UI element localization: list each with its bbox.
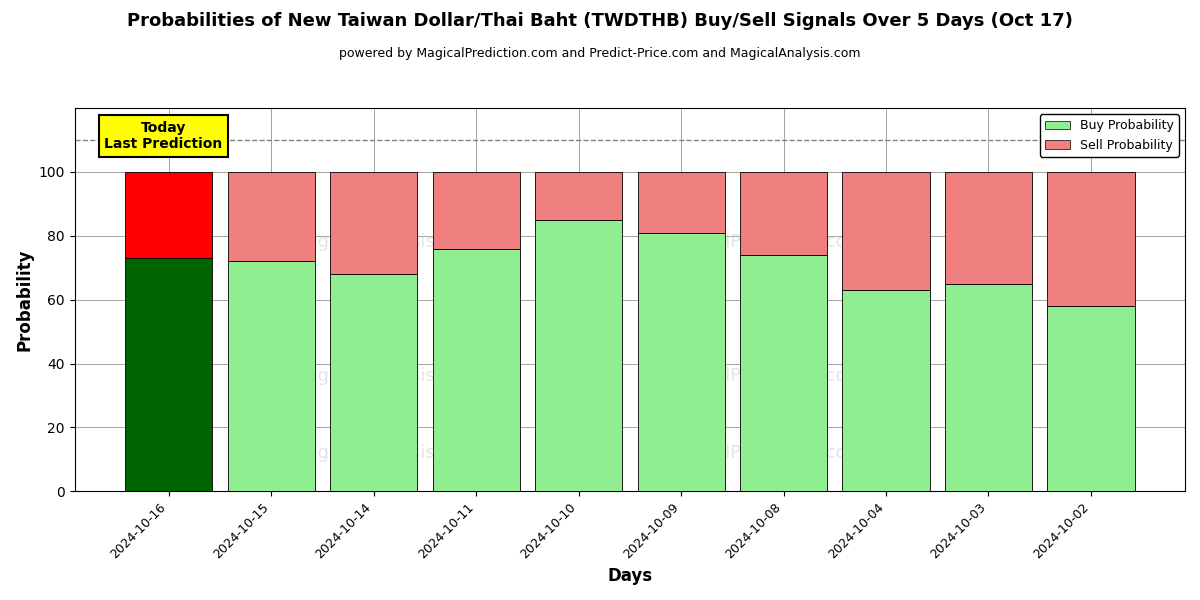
Bar <box>228 172 314 262</box>
Bar <box>125 172 212 258</box>
Text: MagicalPrediction.com: MagicalPrediction.com <box>661 367 864 385</box>
Text: MagicalAnalysis.com: MagicalAnalysis.com <box>292 367 480 385</box>
Text: MagicalAnalysis.com: MagicalAnalysis.com <box>292 444 480 462</box>
Bar <box>944 284 1032 491</box>
Bar <box>330 172 418 274</box>
Bar <box>842 172 930 290</box>
Bar <box>1048 172 1134 306</box>
Legend: Buy Probability, Sell Probability: Buy Probability, Sell Probability <box>1040 114 1178 157</box>
Bar <box>125 258 212 491</box>
Bar <box>330 274 418 491</box>
Bar <box>637 233 725 491</box>
Bar <box>228 262 314 491</box>
Text: MagicalPrediction.com: MagicalPrediction.com <box>661 444 864 462</box>
Text: Probabilities of New Taiwan Dollar/Thai Baht (TWDTHB) Buy/Sell Signals Over 5 Da: Probabilities of New Taiwan Dollar/Thai … <box>127 12 1073 30</box>
Y-axis label: Probability: Probability <box>16 248 34 351</box>
Bar <box>432 172 520 248</box>
Bar <box>740 255 827 491</box>
Bar <box>740 172 827 255</box>
Bar <box>535 172 622 220</box>
Bar <box>944 172 1032 284</box>
Text: MagicalPrediction.com: MagicalPrediction.com <box>661 233 864 251</box>
Text: powered by MagicalPrediction.com and Predict-Price.com and MagicalAnalysis.com: powered by MagicalPrediction.com and Pre… <box>340 47 860 61</box>
Bar <box>637 172 725 233</box>
Text: MagicalAnalysis.com: MagicalAnalysis.com <box>292 233 480 251</box>
Text: Today
Last Prediction: Today Last Prediction <box>104 121 223 151</box>
Bar <box>432 248 520 491</box>
X-axis label: Days: Days <box>607 567 653 585</box>
Bar <box>842 290 930 491</box>
Bar <box>535 220 622 491</box>
Bar <box>1048 306 1134 491</box>
